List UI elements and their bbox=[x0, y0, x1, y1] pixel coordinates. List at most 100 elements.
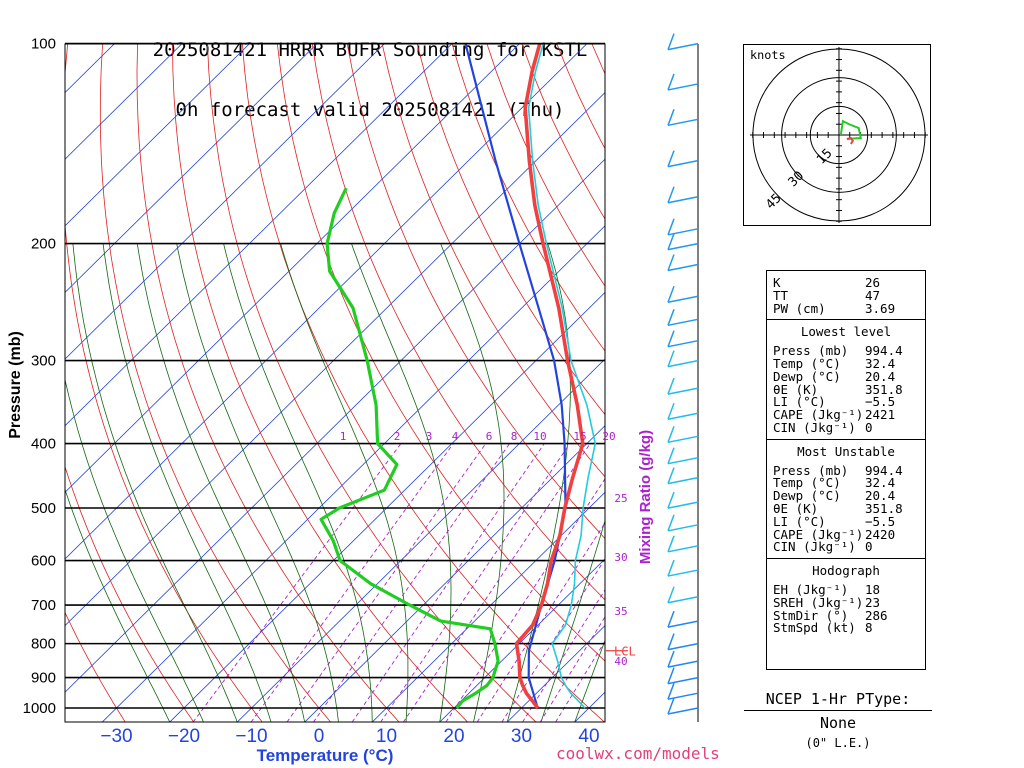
index-value: 20.4 bbox=[865, 488, 896, 504]
index-label: Temp (°C) bbox=[773, 475, 841, 491]
dry-adiabat bbox=[416, 44, 605, 416]
x-axis-label: Temperature (°C) bbox=[257, 746, 394, 765]
index-label: Press (mb) bbox=[773, 462, 849, 478]
wind-barb bbox=[667, 186, 699, 204]
dry-adiabat bbox=[521, 44, 605, 220]
index-row: K 26 bbox=[773, 275, 919, 290]
index-label: PW (cm) bbox=[773, 300, 826, 316]
hodograph: knots 15 30 45 bbox=[743, 44, 931, 226]
temperature-trace bbox=[514, 44, 585, 710]
site-credit: coolwx.com/models bbox=[556, 744, 720, 763]
dry-adiabat bbox=[346, 44, 605, 540]
indices-hodograph: Hodograph EH (Jkg⁻¹) 18 SREH (Jkg⁻¹) 23 StmD… bbox=[767, 559, 925, 639]
moist-adiabat bbox=[102, 243, 272, 722]
index-label: Dewp (°C) bbox=[773, 488, 841, 504]
wind-barb bbox=[667, 535, 699, 553]
index-row: Temp (°C) 32.4 bbox=[773, 477, 919, 490]
isotherm bbox=[642, 29, 740, 722]
index-label: K bbox=[773, 275, 781, 290]
temp-tick: 0 bbox=[314, 726, 325, 747]
wind-barb bbox=[667, 73, 699, 91]
index-row: CIN (Jkg⁻¹) 0 bbox=[773, 541, 919, 554]
index-label: Dewp (°C) bbox=[773, 368, 841, 384]
mixing-ratio-tick: 40 bbox=[614, 655, 627, 668]
dry-adiabat bbox=[172, 44, 468, 722]
indices-most-unstable: Most Unstable Press (mb) 994.4 Temp (°C) 32… bbox=[767, 440, 925, 560]
index-value: −5.5 bbox=[865, 394, 896, 410]
temp-tick: −30 bbox=[100, 726, 132, 747]
mixing-ratio-line bbox=[501, 558, 605, 722]
mixing-ratio-tick: 15 bbox=[573, 430, 586, 443]
moist-adiabat bbox=[72, 243, 238, 722]
pressure-tick: 800 bbox=[31, 636, 56, 653]
isotherm bbox=[65, 158, 605, 693]
index-value: 994.4 bbox=[865, 343, 903, 359]
dry-adiabat bbox=[451, 44, 605, 352]
index-row: PW (cm) 3.69 bbox=[773, 300, 919, 316]
hodo-ring-15: 15 bbox=[814, 146, 836, 168]
mixing-ratio-tick: 1 bbox=[340, 430, 347, 443]
moist-adiabat bbox=[280, 243, 409, 722]
moist-adiabat bbox=[440, 243, 505, 722]
wind-barb bbox=[667, 491, 699, 509]
wind-barb bbox=[667, 33, 699, 51]
section-header: Most Unstable bbox=[797, 443, 895, 459]
dry-adiabat bbox=[697, 44, 740, 723]
pressure-tick: 700 bbox=[31, 597, 56, 614]
mixing-ratio-tick: 6 bbox=[486, 430, 493, 443]
wind-barb bbox=[667, 650, 699, 668]
index-value: 26 bbox=[865, 275, 881, 290]
wind-barb bbox=[667, 633, 699, 651]
index-value: 0 bbox=[865, 539, 873, 555]
index-row: Press (mb) 994.4 bbox=[773, 462, 919, 478]
index-row: Dewp (°C) 20.4 bbox=[773, 368, 919, 384]
isotherm bbox=[65, 91, 605, 627]
mixing-ratio-line bbox=[313, 443, 510, 722]
wind-barb bbox=[667, 233, 699, 251]
index-value: 18 bbox=[865, 581, 881, 597]
mixing-ratio-line bbox=[380, 443, 571, 722]
wind-barb bbox=[667, 586, 699, 604]
isotherm bbox=[65, 44, 183, 160]
moist-adiabat bbox=[574, 639, 605, 722]
mixing-ratio-tick: 25 bbox=[614, 492, 627, 505]
temp-tick: 30 bbox=[511, 726, 532, 747]
index-row: LI (°C) −5.5 bbox=[773, 513, 919, 529]
dewpoint-trace bbox=[319, 187, 500, 710]
index-row: CIN (Jkg⁻¹) 0 bbox=[773, 421, 919, 435]
index-value: 32.4 bbox=[865, 355, 896, 371]
wind-barb bbox=[667, 682, 699, 700]
wind-barb bbox=[667, 309, 699, 327]
hodo-trace-green bbox=[839, 119, 862, 140]
isotherm bbox=[65, 44, 453, 427]
mixing-ratio-line bbox=[192, 443, 402, 722]
moist-adiabat bbox=[136, 243, 306, 722]
mixing-ratio-tick: 2 bbox=[394, 430, 401, 443]
hodo-ring-45: 45 bbox=[763, 191, 785, 213]
moist-adiabat bbox=[540, 519, 605, 722]
temp-tick: 10 bbox=[376, 726, 397, 747]
isotherm bbox=[439, 558, 605, 722]
dry-adiabat bbox=[627, 44, 740, 723]
skewt-chart: 1 2 3 4 6 8 10 15 202530354010020030040050060070… bbox=[7, 29, 740, 765]
moist-adiabat bbox=[176, 243, 339, 722]
mixing-ratio-tick: 8 bbox=[511, 430, 518, 443]
isotherm bbox=[574, 691, 605, 722]
index-value: 8 bbox=[865, 620, 873, 636]
mixing-ratio-tick: 30 bbox=[614, 551, 627, 564]
temp-tick: 20 bbox=[443, 726, 464, 747]
isotherm bbox=[236, 358, 605, 722]
ptype-box: NCEP 1-Hr PType: None (0" L.E.) bbox=[744, 690, 932, 750]
pressure-tick: 500 bbox=[31, 500, 56, 517]
temp-tick: −10 bbox=[235, 726, 267, 747]
index-label: θE (K) bbox=[773, 500, 819, 516]
index-label: θE (K) bbox=[773, 381, 819, 397]
chart-title: 2025081421 HRRR BUFR Sounding for KSTL 0… bbox=[60, 0, 680, 140]
index-label: StmDir (°) bbox=[773, 607, 849, 623]
pressure-tick: 300 bbox=[31, 353, 56, 370]
y-axis-label: Pressure (mb) bbox=[7, 331, 24, 439]
dry-adiabat bbox=[207, 44, 537, 722]
index-label: LI (°C) bbox=[773, 513, 826, 529]
dry-adiabat bbox=[381, 44, 605, 478]
index-row: SREH (Jkg⁻¹) 23 bbox=[773, 596, 919, 610]
